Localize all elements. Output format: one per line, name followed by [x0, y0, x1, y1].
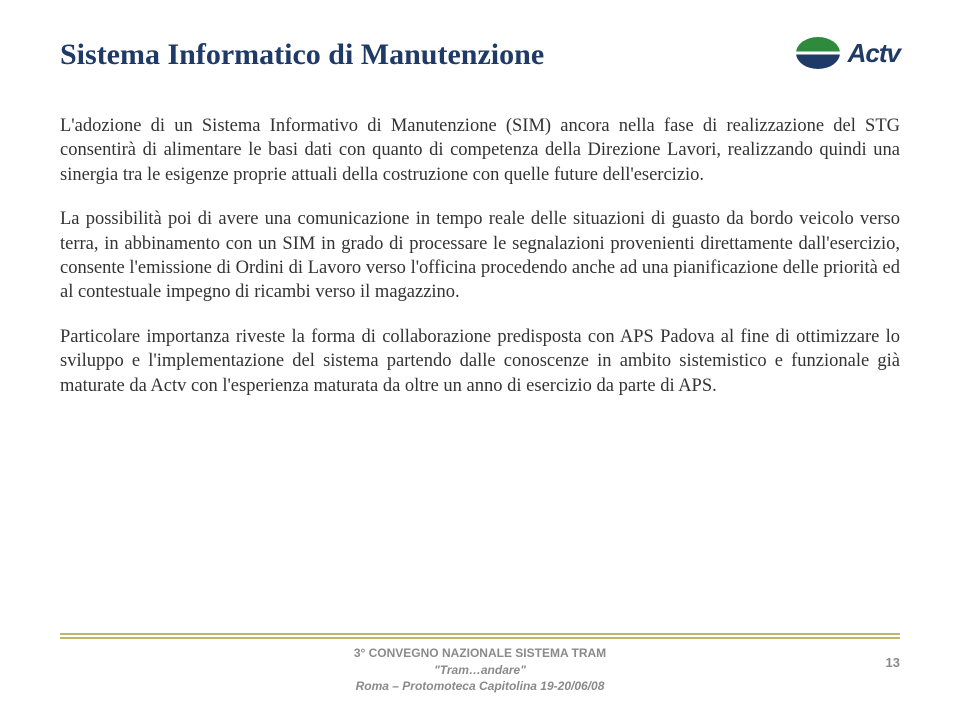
footer-line-2: "Tram…andare" [90, 662, 870, 678]
footer-center: 3° CONVEGNO NAZIONALE SISTEMA TRAM "Tram… [90, 645, 870, 694]
page-number: 13 [870, 645, 900, 670]
paragraph: La possibilità poi di avere una comunica… [60, 207, 900, 305]
paragraph: Particolare importanza riveste la forma … [60, 325, 900, 398]
actv-logo-icon [794, 34, 842, 72]
footer: 3° CONVEGNO NAZIONALE SISTEMA TRAM "Tram… [60, 633, 900, 694]
body-text: L'adozione di un Sistema Informativo di … [60, 114, 900, 398]
footer-rule [60, 633, 900, 639]
brand-logo-text: Actv [848, 38, 900, 69]
slide-title: Sistema Informatico di Manutenzione [60, 38, 544, 72]
slide: Sistema Informatico di Manutenzione Actv… [0, 0, 960, 718]
paragraph: L'adozione di un Sistema Informativo di … [60, 114, 900, 187]
footer-line-3: Roma – Protomoteca Capitolina 19-20/06/0… [90, 678, 870, 694]
footer-line-1: 3° CONVEGNO NAZIONALE SISTEMA TRAM [90, 645, 870, 661]
header-row: Sistema Informatico di Manutenzione Actv [60, 38, 900, 72]
footer-row: 3° CONVEGNO NAZIONALE SISTEMA TRAM "Tram… [60, 645, 900, 694]
brand-logo: Actv [794, 34, 900, 72]
